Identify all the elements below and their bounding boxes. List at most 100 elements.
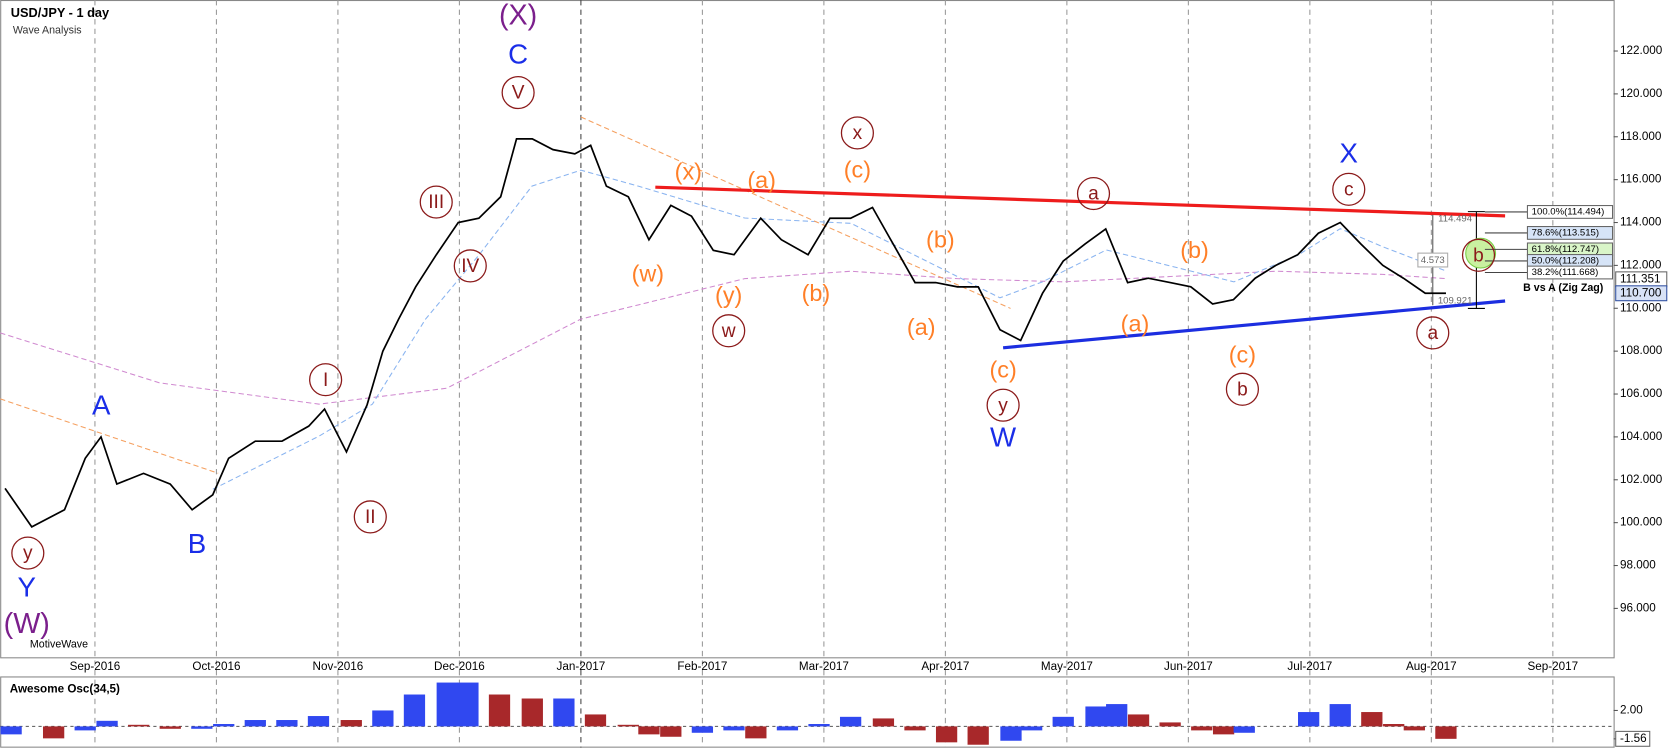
osc-bar [1435, 726, 1457, 739]
wave-label: II [365, 507, 376, 528]
x-tick-label: Jan-2017 [557, 660, 606, 673]
osc-bar [1383, 724, 1405, 727]
range-label: 4.573 [1421, 255, 1445, 266]
wave-label: x [853, 123, 863, 144]
wave-label: I [323, 370, 328, 391]
wave-label: (a) [1121, 311, 1150, 337]
y-tick-label: 96.000 [1620, 601, 1656, 614]
osc-bar [403, 694, 426, 727]
marker-label: 109.921 [1438, 296, 1473, 307]
osc-bar [617, 724, 639, 727]
wave-circle [840, 116, 874, 150]
wave-circle [1332, 172, 1366, 206]
osc-bar [191, 726, 213, 729]
osc-bar [1085, 706, 1107, 727]
osc-bar [745, 726, 767, 739]
wave-label: X [1340, 138, 1358, 169]
slow-moving-average [0, 270, 1447, 405]
osc-bar [488, 694, 511, 727]
osc-bar [776, 726, 799, 731]
osc-bar [1052, 716, 1074, 727]
osc-bar [1298, 712, 1320, 727]
wave-label: y [998, 395, 1008, 416]
x-tick-label: Nov-2016 [313, 660, 364, 673]
wave-circle [1225, 372, 1259, 406]
price-label: 111.351 [1620, 272, 1661, 285]
wave-label: III [428, 192, 444, 213]
y-tick-label: 98.000 [1620, 559, 1656, 572]
wave-circle [1416, 316, 1450, 350]
x-tick-label: Sep-2017 [1527, 660, 1578, 673]
osc-bar [967, 726, 989, 745]
wave-label: (y) [715, 282, 742, 308]
wave-circle [712, 314, 746, 348]
x-tick-label: Feb-2017 [677, 660, 727, 673]
osc-bar [1403, 726, 1425, 731]
wave-circle [501, 75, 535, 110]
wave-label: IV [461, 256, 479, 277]
osc-bar [1127, 714, 1150, 727]
support-line [1002, 299, 1506, 350]
fib-label: 38.2%(111.668) [1532, 267, 1599, 278]
wave-label: (b) [802, 280, 831, 306]
x-tick-label: Aug-2017 [1406, 660, 1457, 673]
osc-tick-label: 2.00 [1620, 704, 1643, 717]
wave-label: (c) [1229, 341, 1256, 367]
y-tick-label: 112.000 [1620, 258, 1662, 271]
price-label-box [1615, 285, 1668, 302]
osc-bar [1361, 712, 1383, 727]
price-line [4, 138, 1446, 528]
wave-circle [309, 363, 343, 397]
wave-label: a [1088, 184, 1099, 205]
y-tick-label: 106.000 [1620, 387, 1663, 400]
osc-bar [584, 714, 607, 727]
wave-label: (a) [907, 314, 936, 340]
wave-label: (x) [675, 159, 702, 185]
x-tick-label: Apr-2017 [921, 660, 969, 673]
range-box [1417, 252, 1449, 268]
wave-label: c [1344, 179, 1354, 200]
osc-bar [1329, 704, 1351, 727]
osc-bar [1000, 726, 1022, 741]
wave-circle [1461, 238, 1496, 272]
osc-bar [128, 724, 150, 727]
fib-label: 78.6%(113.515) [1532, 227, 1599, 238]
trend-guide [0, 398, 219, 474]
wave-label: (w) [632, 261, 664, 287]
osc-bar [1191, 726, 1213, 731]
wave-label: (X) [499, 0, 537, 32]
osc-bar [553, 698, 575, 727]
x-tick-label: Jul-2017 [1287, 660, 1332, 673]
osc-bar [457, 682, 479, 727]
osc-bar [839, 716, 862, 727]
x-tick-label: Mar-2017 [799, 660, 849, 673]
marker-label: 114.494 [1438, 214, 1473, 225]
y-tick-label: 108.000 [1620, 344, 1663, 357]
osc-bar [1212, 726, 1235, 735]
osc-bar [638, 726, 660, 735]
osc-value-box [1615, 730, 1651, 747]
osc-bar [307, 716, 330, 727]
fib-box [1526, 265, 1614, 280]
osc-bar [691, 726, 714, 733]
fib-box [1526, 205, 1614, 219]
chart-subtitle: Wave Analysis [13, 25, 82, 37]
osc-bar [521, 698, 543, 727]
osc-bar [159, 726, 181, 729]
x-tick-label: May-2017 [1041, 660, 1093, 673]
osc-bar [436, 682, 458, 727]
wave-circle [419, 185, 453, 219]
y-tick-label: 104.000 [1620, 430, 1663, 443]
x-tick-label: Dec-2016 [434, 660, 485, 673]
wave-label: C [508, 39, 528, 70]
fib-label: 61.8%(112.747) [1532, 244, 1599, 255]
wave-label: Y [18, 572, 36, 603]
wave-label: b [1473, 245, 1484, 266]
osc-bar [42, 726, 65, 739]
fib-label: 50.0%(112.208) [1532, 255, 1599, 266]
osc-bar [1159, 722, 1181, 727]
wave-label: (c) [844, 156, 871, 182]
wave-label: W [990, 422, 1016, 453]
